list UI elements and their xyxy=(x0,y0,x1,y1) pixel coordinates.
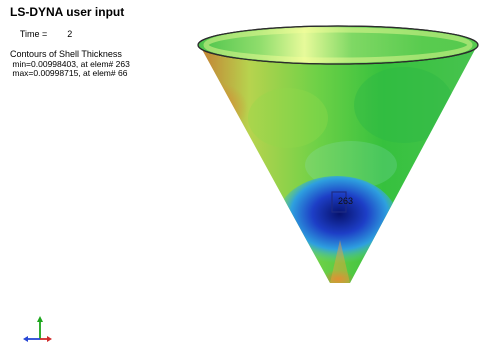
axis-triad xyxy=(23,316,52,342)
app-title: LS-DYNA user input xyxy=(10,5,125,19)
time-label: Time = xyxy=(19,29,48,40)
cone-body[interactable] xyxy=(199,44,478,283)
time-value: 2 xyxy=(67,29,73,40)
time-row: Time = 2 xyxy=(10,20,130,50)
element-highlight-box[interactable] xyxy=(331,191,347,213)
cone-model[interactable]: 263 xyxy=(182,25,479,288)
result-header: LS-DYNA user input Time = 2 Contours of … xyxy=(10,5,130,79)
min-value: min=0.00998403, at elem# 263 xyxy=(10,58,130,69)
max-value: max=0.00998715, at elem# 66 xyxy=(10,68,128,79)
thickness-contours xyxy=(199,67,454,283)
contour-label: Contours of Shell Thickness xyxy=(10,48,122,59)
element-label: 263 xyxy=(338,196,353,206)
